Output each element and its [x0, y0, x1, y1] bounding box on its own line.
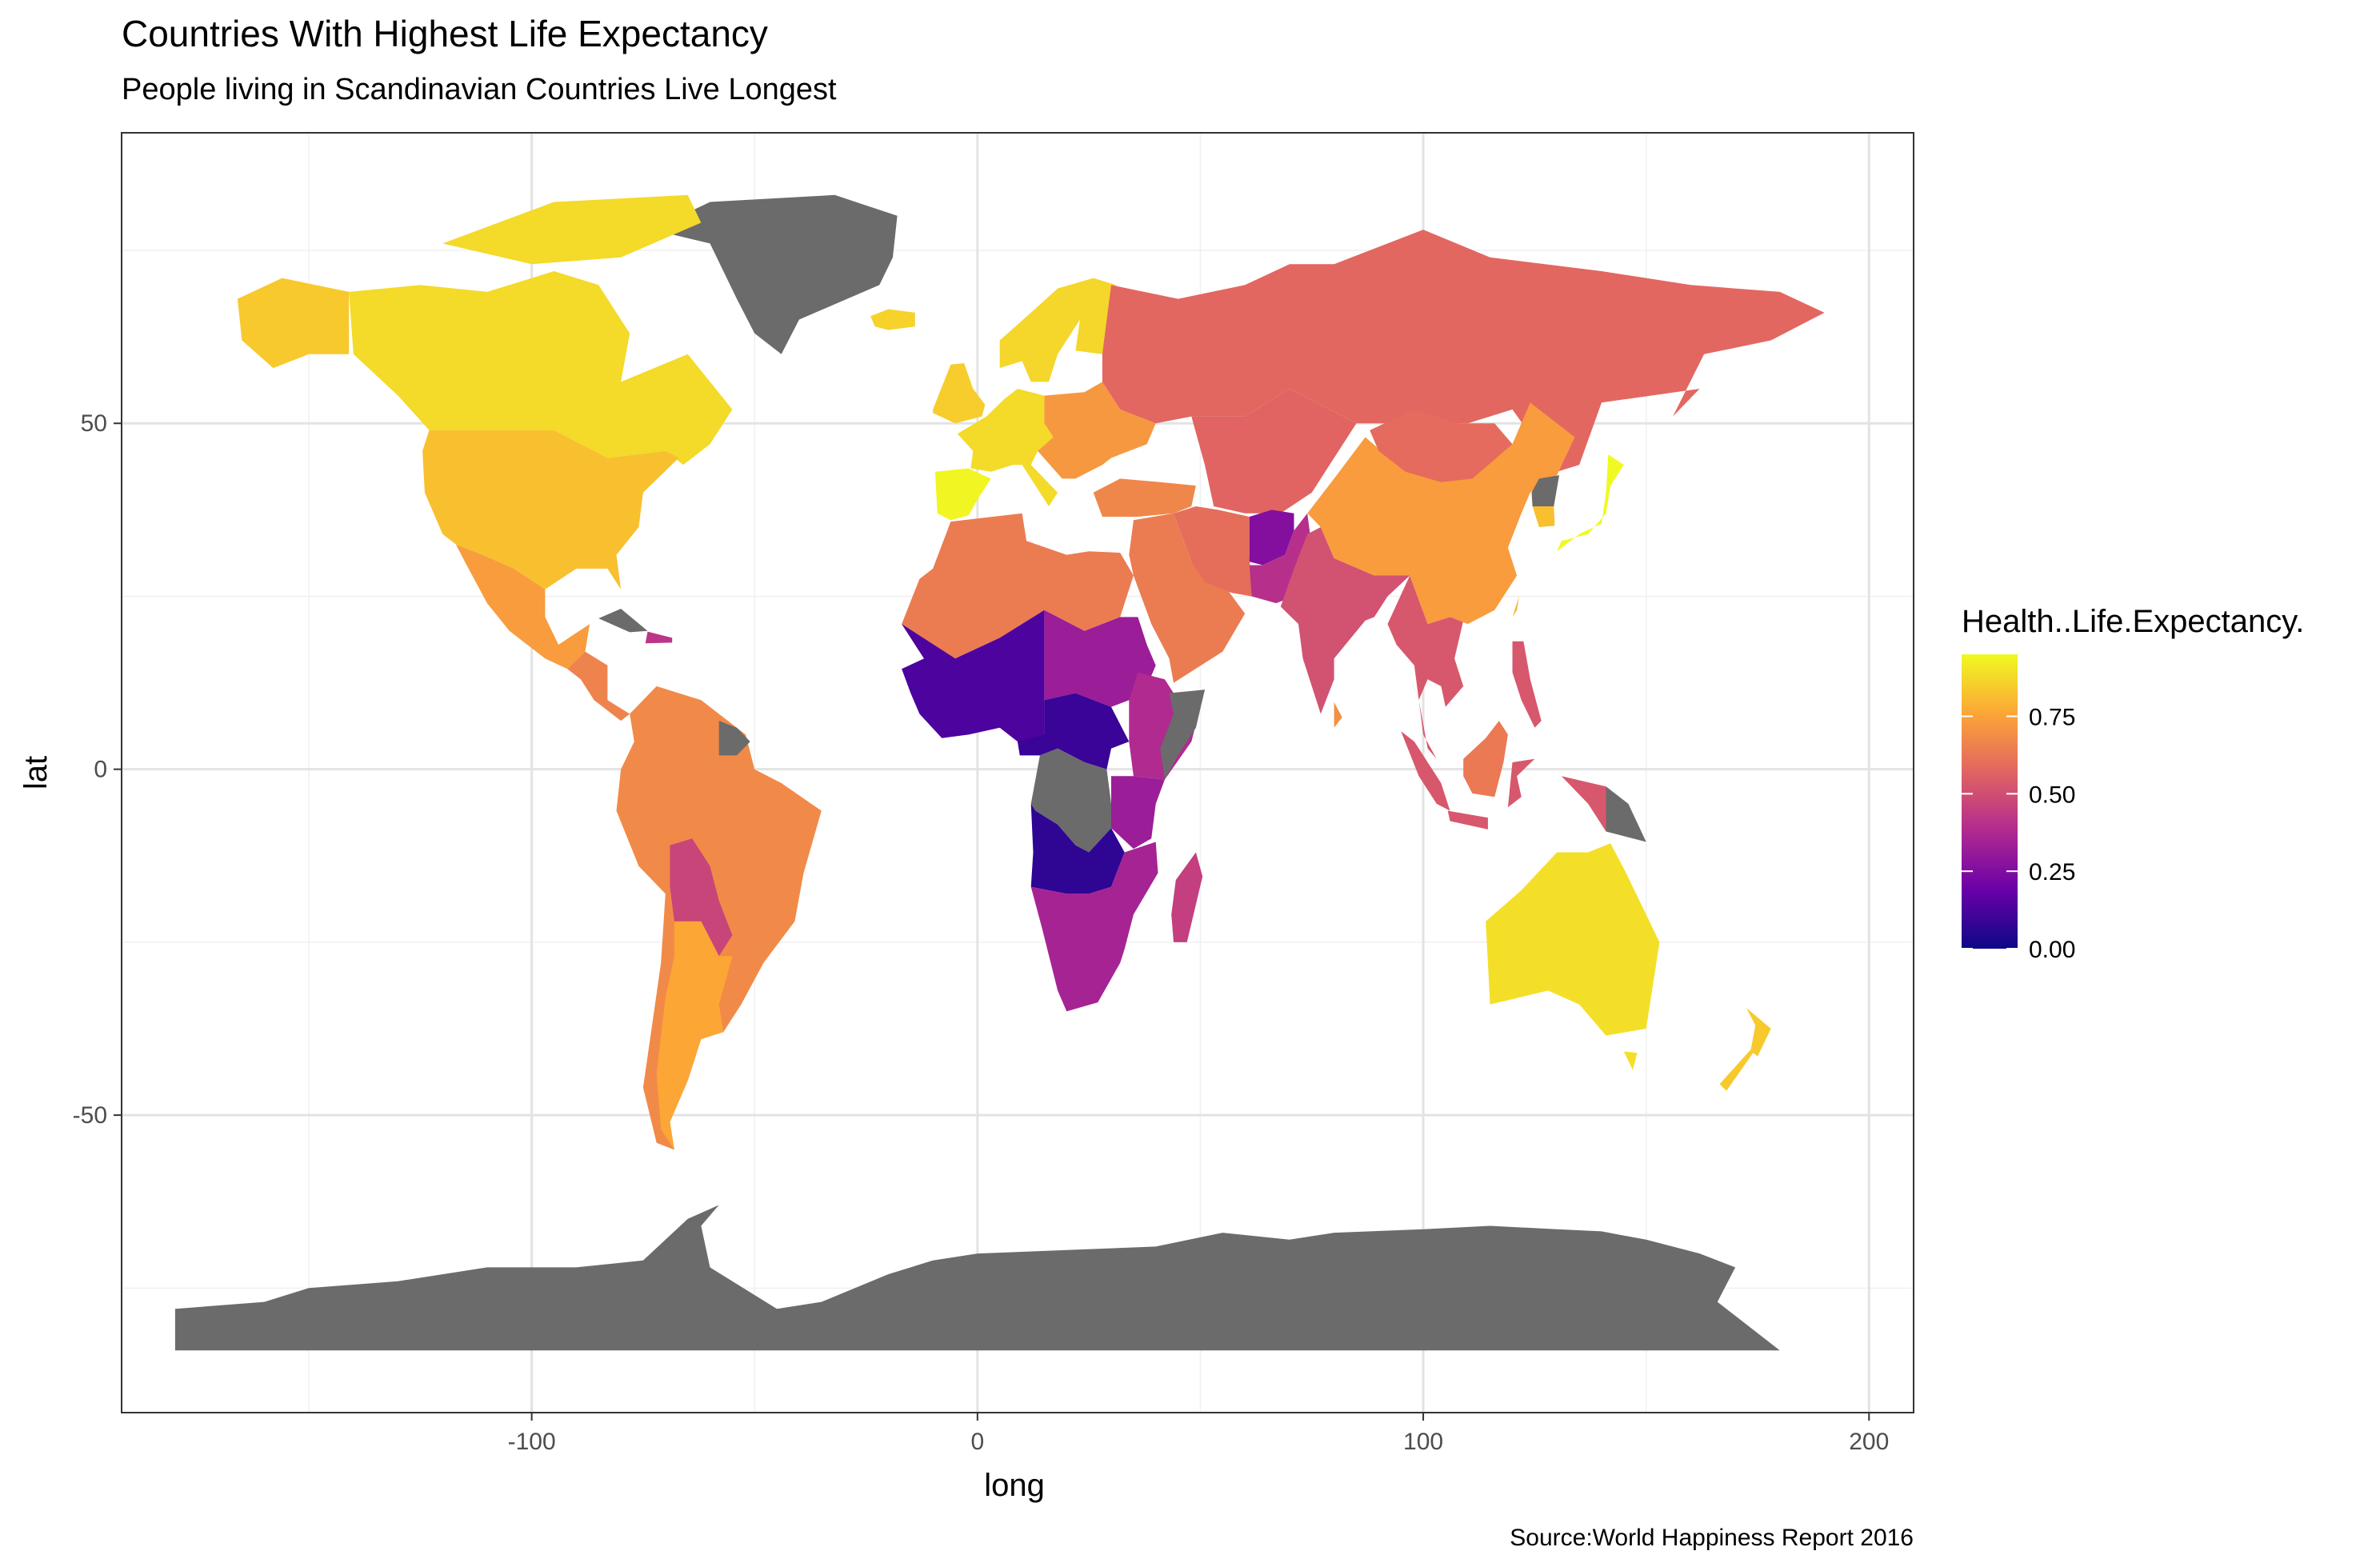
region-new-guinea-west [1561, 776, 1606, 832]
y-axis: 50 0 -50 [73, 410, 122, 1129]
region-iberia [934, 468, 991, 521]
source-caption: Source:World Happiness Report 2016 [1510, 1525, 1914, 1551]
region-scandinavia [999, 278, 1116, 382]
region-java [1447, 810, 1488, 829]
region-australia [1486, 843, 1660, 1036]
region-hispaniola [645, 631, 673, 644]
region-central-america [567, 651, 630, 722]
region-mexico [455, 544, 590, 670]
region-southeast-asia [1387, 575, 1464, 759]
x-tick-label: 0 [971, 1429, 985, 1455]
region-cuba [598, 609, 648, 633]
region-iceland [870, 309, 915, 330]
x-axis-title: long [984, 1468, 1045, 1503]
region-turkey-caucasus [1093, 478, 1196, 517]
region-east-africa [1111, 776, 1165, 849]
region-sahel-east [1044, 610, 1156, 707]
region-russia [1102, 230, 1825, 472]
region-canada [349, 271, 733, 466]
region-western-europe [957, 389, 1058, 506]
region-usa [422, 430, 679, 590]
region-sumatra [1401, 731, 1450, 811]
region-taiwan [1512, 596, 1519, 618]
region-philippines [1512, 641, 1542, 728]
region-japan [1557, 454, 1624, 552]
legend-tick-label: 0.50 [2029, 781, 2075, 808]
region-mongolia [1370, 409, 1513, 482]
region-north-africa [902, 513, 1134, 659]
region-eastern-europe [1038, 382, 1156, 479]
chart-subtitle: People living in Scandinavian Countries … [122, 73, 837, 106]
x-tick-label: 100 [1403, 1429, 1443, 1455]
y-tick-label: 50 [81, 410, 107, 437]
region-southern-africa [1030, 841, 1158, 1012]
region-madagascar [1171, 852, 1203, 942]
legend-tick-label: 0.75 [2029, 704, 2075, 730]
legend-tick-label: 0.25 [2029, 859, 2075, 885]
legend-colorbar [1962, 654, 2018, 949]
region-sri-lanka [1334, 702, 1342, 728]
y-tick-label: 0 [94, 757, 107, 783]
region-middle-east [1129, 513, 1246, 683]
x-axis: -100 0 100 200 [508, 1413, 1889, 1455]
chart-title: Countries With Highest Life Expectancy [122, 13, 768, 54]
region-korea [1532, 506, 1555, 527]
region-borneo [1463, 721, 1508, 797]
region-west-africa [902, 610, 1045, 756]
region-north-korea [1531, 475, 1559, 506]
region-suriname-guiana [718, 721, 750, 756]
x-tick-label: -100 [508, 1429, 556, 1455]
region-iran [1174, 506, 1252, 597]
legend-ticks: 0.75 0.50 0.25 0.00 [1962, 704, 2075, 963]
region-new-zealand [1719, 1008, 1771, 1091]
panel-border [121, 132, 1914, 1413]
region-papua-new-guinea [1606, 786, 1646, 842]
y-tick-label: -50 [73, 1102, 107, 1129]
region-central-africa [1018, 693, 1130, 770]
legend-tick-label: 0.00 [2029, 937, 2075, 963]
region-greenland [652, 194, 898, 354]
region-argentina [656, 921, 733, 1150]
region-somalia [1160, 690, 1205, 780]
region-china [1307, 402, 1575, 625]
region-arctic-islands [442, 194, 702, 265]
region-bolivia-paraguay [670, 838, 733, 957]
region-uk-ireland [933, 363, 986, 424]
region-tasmania [1623, 1051, 1638, 1070]
region-sulawesi [1507, 758, 1535, 808]
region-kazakhstan-central-asia [1191, 389, 1357, 514]
region-drc [1030, 748, 1111, 853]
map-regions [174, 194, 1825, 1351]
region-alaska [237, 278, 350, 369]
region-angola-zambia [1030, 803, 1125, 894]
legend: Health..Life.Expectancy. 0.75 0.50 0.25 0.0… [1962, 604, 2304, 963]
region-afghanistan [1249, 510, 1294, 566]
legend-title: Health..Life.Expectancy. [1962, 604, 2304, 639]
y-axis-title: lat [18, 756, 54, 789]
region-india [1280, 527, 1410, 714]
x-tick-label: 200 [1849, 1429, 1889, 1455]
region-antarctica [174, 1205, 1780, 1351]
